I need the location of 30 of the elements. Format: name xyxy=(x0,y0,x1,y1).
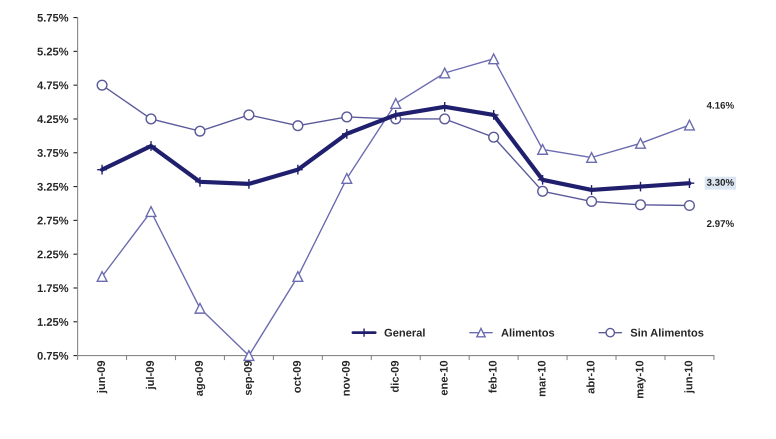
y-tick-label: 2.75% xyxy=(37,216,68,225)
y-tick-label: 3.75% xyxy=(37,149,68,157)
x-tick-label: may-10 xyxy=(636,360,646,398)
y-tick-label: 5.25% xyxy=(37,48,68,56)
x-tick-label: oct-09 xyxy=(292,360,301,393)
y-tick-label: 4.75% xyxy=(37,81,68,90)
x-tick-label: jul-09 xyxy=(146,360,156,390)
x-tick-label: ene-10 xyxy=(440,360,448,396)
y-tick-label: 4.25% xyxy=(37,115,68,124)
x-tick-label: mar-10 xyxy=(538,360,546,396)
x-tick-label: jun-09 xyxy=(96,360,108,394)
y-tick-label: 5.75% xyxy=(37,14,68,22)
x-tick-label: sep-09 xyxy=(244,360,254,396)
data-label: 3.30% xyxy=(706,178,734,186)
legend-label: General xyxy=(384,328,425,337)
y-tick-label: 2.25% xyxy=(37,250,68,258)
y-tick-label: 1.25% xyxy=(38,318,68,326)
legend-label: Sin Alimentos xyxy=(630,328,704,337)
x-tick-label: jun-10 xyxy=(684,360,695,394)
y-tick-label: 0.75% xyxy=(38,352,68,360)
x-tick-label: feb-10 xyxy=(488,360,497,393)
x-tick-label: dic-09 xyxy=(390,360,399,392)
legend-label: Alimentos xyxy=(501,328,554,337)
data-label: 4.16% xyxy=(706,102,734,109)
y-tick-label: 3.25% xyxy=(37,182,68,191)
x-tick-label: ago-09 xyxy=(195,360,206,396)
x-tick-label: nov-09 xyxy=(342,360,350,396)
data-label: 2.97% xyxy=(706,220,734,228)
x-tick-label: abr-10 xyxy=(586,360,595,394)
y-tick-label: 1.75% xyxy=(38,284,68,292)
